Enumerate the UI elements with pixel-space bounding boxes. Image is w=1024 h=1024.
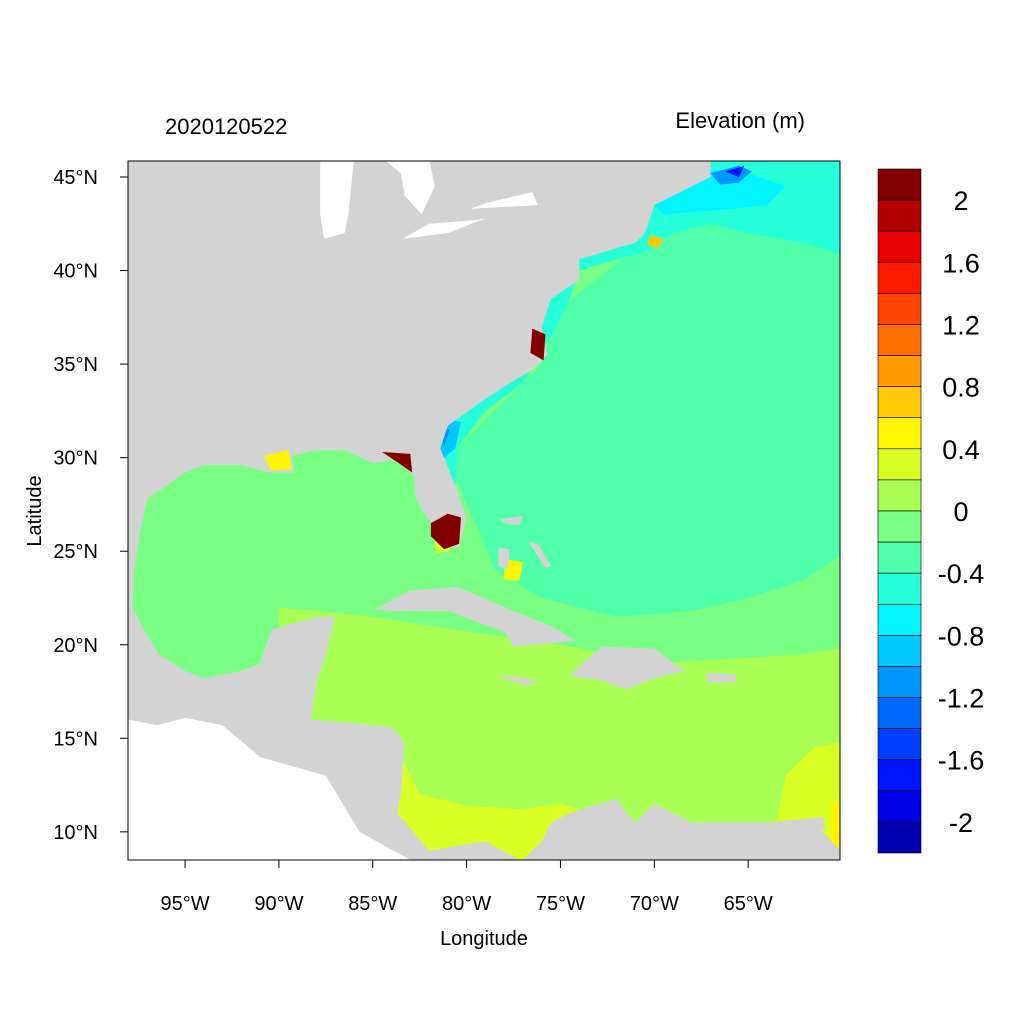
colorbar-label: 0 bbox=[953, 497, 968, 527]
colorbar-label: -1.2 bbox=[938, 684, 985, 714]
colorbar-swatch bbox=[877, 448, 922, 481]
colorbar-swatch bbox=[877, 603, 922, 636]
colorbar-label: 0.4 bbox=[942, 435, 980, 465]
x-tick-label: 65°W bbox=[724, 893, 773, 915]
surge-pamlico bbox=[530, 328, 546, 361]
x-tick-label: 85°W bbox=[348, 893, 397, 915]
colorbar-swatch bbox=[877, 572, 922, 605]
colorbar-swatch bbox=[877, 790, 922, 823]
land-eleuthera bbox=[528, 541, 552, 568]
colorbar-swatch bbox=[877, 635, 922, 667]
land-cuba bbox=[374, 586, 576, 647]
colorbar-swatch bbox=[877, 666, 922, 698]
surge-sw-florida bbox=[430, 513, 461, 550]
lake bbox=[385, 161, 435, 215]
colorbar-swatch bbox=[877, 168, 922, 201]
colorbar-swatch bbox=[877, 355, 922, 387]
y-tick-label: 40°N bbox=[53, 261, 98, 283]
land-grand-bahama bbox=[500, 515, 523, 525]
colorbar-swatch bbox=[877, 386, 922, 419]
y-tick-label: 15°N bbox=[53, 728, 98, 750]
colorbar-label: 0.8 bbox=[942, 373, 980, 403]
y-tick-label: 20°N bbox=[53, 635, 98, 657]
y-tick-label: 10°N bbox=[53, 822, 98, 844]
plot-frame bbox=[127, 160, 841, 861]
water-bahamas-bank bbox=[504, 558, 523, 582]
colorbar-label: -0.8 bbox=[938, 621, 985, 651]
colorbar-swatch bbox=[877, 541, 922, 574]
colorbar-title: Elevation (m) bbox=[675, 108, 805, 133]
y-axis: 10°N 15°N 20°N 25°N 30°N 35°N 40°N 45°N bbox=[53, 167, 128, 844]
colorbar-swatch bbox=[877, 479, 922, 512]
land-puerto-rico bbox=[706, 672, 737, 683]
colorbar-swatch bbox=[877, 261, 922, 294]
map-area bbox=[128, 161, 840, 860]
x-tick-label: 75°W bbox=[536, 893, 585, 915]
land-trinidad bbox=[806, 816, 826, 830]
colorbar-swatch bbox=[877, 293, 922, 325]
colorbar-swatch bbox=[877, 821, 922, 854]
lake bbox=[402, 218, 486, 239]
x-tick-label: 90°W bbox=[254, 893, 303, 915]
colorbar-label: -0.4 bbox=[938, 559, 985, 589]
pacific-masked bbox=[128, 717, 411, 860]
x-axis-label: Longitude bbox=[440, 928, 528, 950]
colorbar-label: -2 bbox=[949, 808, 973, 838]
x-tick-label: 70°W bbox=[630, 893, 679, 915]
y-tick-label: 35°N bbox=[53, 354, 98, 376]
lake bbox=[320, 161, 354, 239]
colorbar-label: 2 bbox=[953, 186, 968, 216]
colorbar-label: -1.6 bbox=[938, 746, 985, 776]
colorbar-swatch bbox=[877, 417, 922, 450]
colorbar-swatch bbox=[877, 510, 922, 543]
colorbar-swatch bbox=[877, 199, 922, 232]
surge-big-bend bbox=[382, 452, 413, 473]
water-bay-of-fundy-inner bbox=[725, 165, 745, 177]
y-tick-label: 45°N bbox=[53, 167, 98, 189]
colorbar-swatch bbox=[877, 759, 922, 792]
colorbar-swatch bbox=[877, 230, 922, 263]
water-south-caribbean-west bbox=[391, 747, 580, 860]
surge-cape-cod bbox=[646, 235, 664, 249]
colorbar-swatch bbox=[877, 728, 922, 761]
colorbar-swatch bbox=[877, 324, 922, 356]
water-atlantic bbox=[447, 161, 840, 617]
colorbar-label: 1.6 bbox=[942, 248, 980, 278]
x-tick-label: 95°W bbox=[160, 893, 209, 915]
land-andros bbox=[498, 547, 510, 570]
surge-louisiana bbox=[263, 450, 292, 471]
y-tick-label: 30°N bbox=[53, 448, 98, 470]
land-north-america bbox=[128, 161, 711, 860]
x-tick-label: 80°W bbox=[442, 893, 491, 915]
timestamp-title: 2020120522 bbox=[165, 114, 287, 139]
land-south-america bbox=[522, 798, 840, 860]
colorbar: 2 1.6 1.2 0.8 0.4 0 -0.4 -0.8 -1.2 -1.6 -2 bbox=[877, 168, 985, 854]
land-jamaica bbox=[498, 674, 538, 686]
colorbar-swatch bbox=[877, 697, 922, 729]
colorbar-label: 1.2 bbox=[942, 310, 980, 340]
x-axis: 95°W 90°W 85°W 80°W 75°W 70°W 65°W bbox=[160, 860, 773, 915]
lake bbox=[470, 192, 538, 209]
land-hispaniola bbox=[571, 646, 685, 690]
y-axis-label: Latitude bbox=[24, 475, 46, 546]
y-tick-label: 25°N bbox=[53, 541, 98, 563]
